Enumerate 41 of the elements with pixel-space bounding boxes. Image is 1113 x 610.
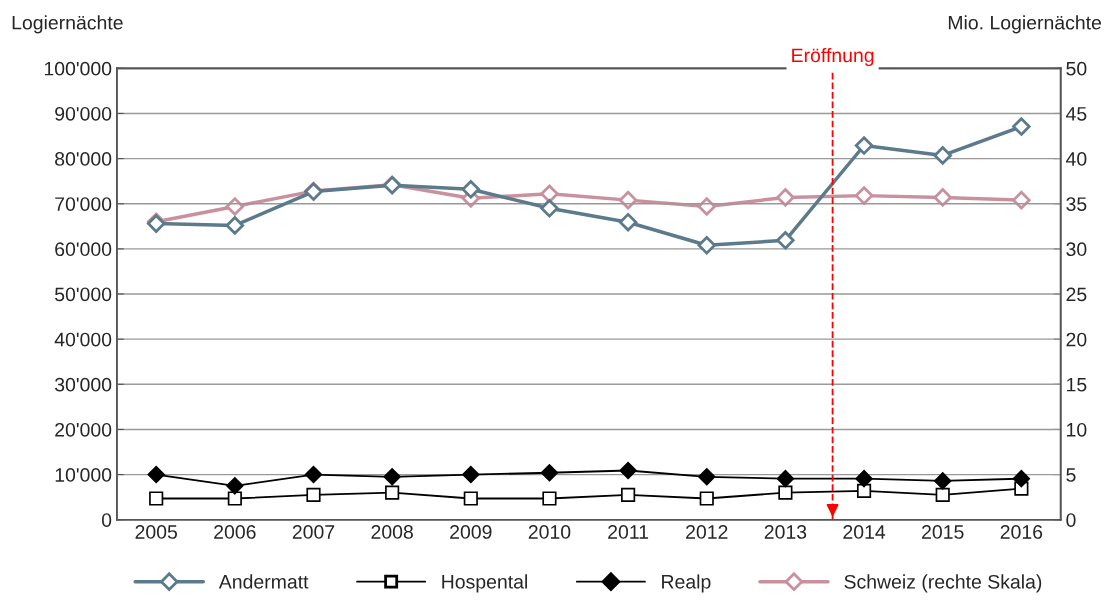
- y2-tick-label: 50: [1066, 61, 1087, 76]
- y-axis-title: Logiernächte: [12, 15, 123, 34]
- y2-tick-label: 40: [1066, 152, 1087, 166]
- y2-tick-label: 10: [1067, 422, 1087, 437]
- x-tick-label: 2008: [371, 525, 413, 539]
- y2-tick-label: 15: [1067, 377, 1087, 392]
- legend-label: Andermatt: [218, 574, 309, 589]
- y2-axis-title: Mio. Logiernächte: [948, 15, 1102, 34]
- y-tick-label: 80'000: [55, 152, 112, 166]
- y-tick-label: 20'000: [55, 422, 112, 437]
- y2-tick-label: 35: [1066, 197, 1087, 211]
- y2-tick-label: 45: [1066, 107, 1087, 121]
- y-tick-label: 10'000: [55, 468, 112, 482]
- y-tick-label: 90'000: [55, 106, 112, 121]
- x-tick-label: 2007: [292, 525, 335, 539]
- x-tick-label: 2012: [686, 525, 728, 539]
- y-tick-label: 40'000: [54, 332, 112, 347]
- x-tick-label: 2014: [843, 525, 886, 539]
- y-tick-label: 70'000: [55, 197, 112, 211]
- x-tick-label: 2010: [528, 525, 571, 539]
- y2-tick-label: 0: [1066, 513, 1076, 527]
- x-tick-label: 2013: [764, 525, 807, 539]
- y-tick-label: 50'000: [55, 287, 112, 302]
- x-tick-label: 2011: [608, 525, 649, 539]
- y2-tick-label: 5: [1066, 468, 1076, 482]
- y-tick-label: 30'000: [54, 377, 112, 392]
- y2-tick-label: 20: [1066, 332, 1087, 347]
- x-tick-label: 2006: [214, 525, 256, 539]
- x-tick-label: 2016: [1000, 525, 1043, 539]
- x-tick-label: 2009: [450, 525, 492, 539]
- legend-label: Hospental: [442, 574, 527, 593]
- legend-label: Schweiz (rechte Skala): [844, 574, 1042, 593]
- y-tick-label: 60'000: [55, 242, 112, 257]
- y-tick-label: 0: [101, 513, 112, 527]
- legend-label: Realp: [662, 574, 711, 593]
- y2-tick-label: 30: [1066, 242, 1087, 257]
- y-tick-label: 100'000: [44, 61, 112, 76]
- ref-line-label: Eröffnung: [792, 47, 874, 67]
- y2-tick-label: 25: [1066, 287, 1087, 302]
- x-tick-label: 2005: [135, 525, 178, 539]
- x-tick-label: 2015: [922, 525, 964, 539]
